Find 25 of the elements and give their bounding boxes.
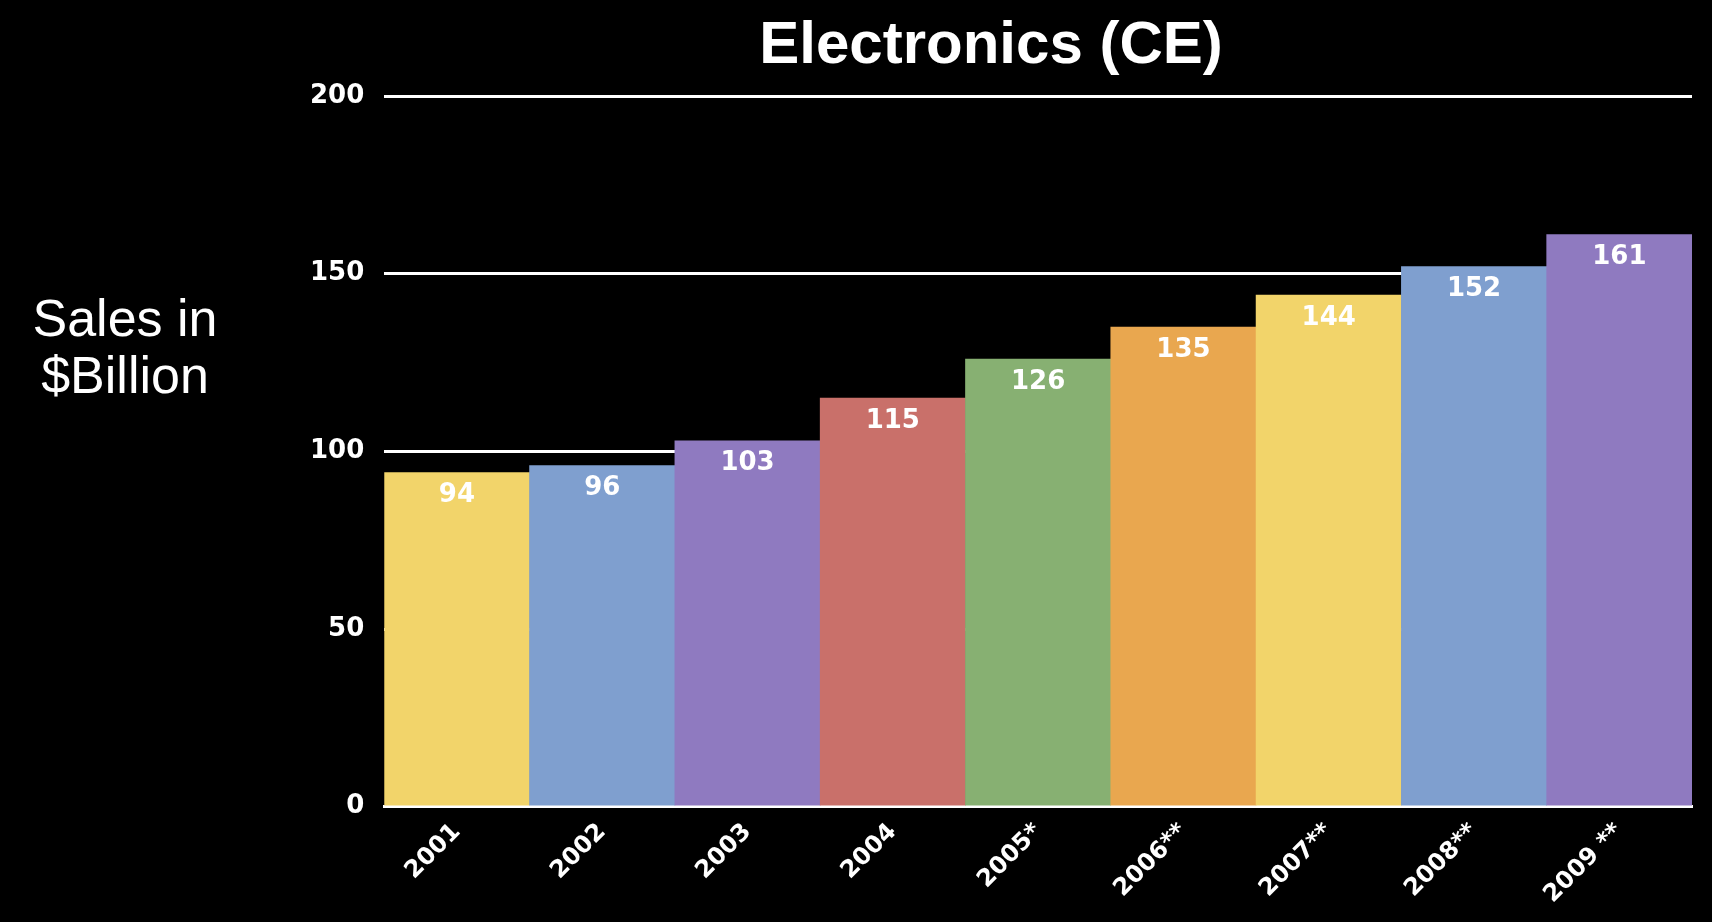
bar	[674, 440, 821, 806]
data-label: 103	[720, 446, 775, 477]
chart-title: Electronics (CE)	[759, 8, 1223, 76]
bar	[1401, 266, 1548, 806]
y-tick-label: 200	[309, 78, 365, 109]
data-label: 94	[438, 478, 476, 509]
data-label: 152	[1446, 272, 1502, 303]
bar	[819, 397, 966, 806]
y-tick-label: 100	[309, 434, 365, 465]
data-label: 126	[1011, 364, 1066, 395]
bar	[1110, 326, 1257, 806]
bar	[1546, 234, 1692, 806]
data-label: 96	[584, 471, 621, 502]
data-label: 144	[1301, 300, 1356, 331]
data-label: 161	[1592, 240, 1647, 271]
bar	[384, 472, 530, 806]
y-tick-label: 150	[309, 256, 365, 287]
bar	[1255, 294, 1402, 806]
bar	[965, 358, 1112, 806]
data-label: 115	[865, 403, 920, 434]
y-tick-label: 0	[346, 789, 365, 820]
y-tick-label: 50	[328, 611, 365, 642]
bar	[529, 465, 676, 806]
data-label: 135	[1156, 332, 1211, 363]
y-axis-title: Sales in $Billion	[31, 289, 219, 405]
